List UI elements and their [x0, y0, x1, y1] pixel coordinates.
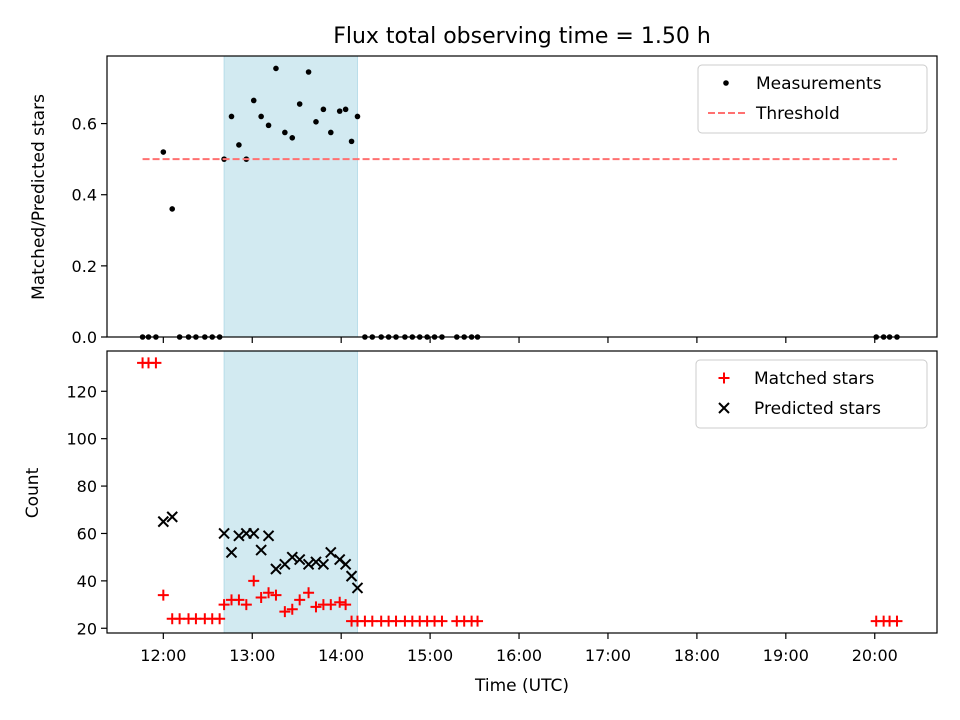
predicted-star-point [310, 556, 322, 568]
predicted-star-point [166, 511, 178, 523]
top-legend-box [697, 64, 928, 134]
legend-measurement-swatch [723, 80, 729, 86]
measurement-point [313, 119, 319, 125]
matched-star-point [891, 615, 903, 627]
matched-star-point [340, 599, 352, 611]
bottom-legend-box [695, 359, 928, 429]
matched-star-point [240, 599, 252, 611]
x-axis-label: Time (UTC) [474, 676, 569, 696]
measurement-point [296, 101, 303, 107]
predicted-star-point [339, 558, 352, 570]
bottom-highlight-span [223, 350, 358, 634]
measurement-point [169, 206, 176, 212]
bottom-y-tick-label: 80 [77, 477, 97, 496]
measurement-point [336, 108, 343, 114]
predicted-star-point [317, 558, 330, 570]
top-y-tick-label: 0.0 [72, 328, 97, 347]
legend-entry-label: Measurements [756, 74, 882, 94]
matched-star-point [248, 575, 260, 587]
top-legend: Measurements Threshold [697, 64, 928, 134]
x-tick-label: 19:00 [763, 646, 809, 665]
measurement-point [305, 69, 312, 75]
top-y-tick-label: 0.4 [72, 186, 97, 205]
predicted-star-point [233, 530, 245, 542]
matched-star-point [294, 594, 306, 606]
matched-star-point [270, 589, 282, 601]
x-tick-label: 16:00 [496, 646, 542, 665]
measurement-point [265, 122, 272, 129]
matched-star-point [263, 587, 275, 599]
measurement-point [236, 142, 242, 148]
measurement-point [273, 65, 279, 72]
measurement-point [342, 106, 349, 113]
measurement-point [250, 97, 257, 104]
matched-star-point [255, 591, 267, 603]
matched-star-point [334, 596, 346, 608]
predicted-star-point [218, 527, 230, 540]
matched-star-point [310, 601, 322, 613]
predicted-star-point [262, 530, 275, 542]
top-y-tick-label: 0.2 [72, 257, 97, 276]
predicted-star-point [248, 527, 260, 540]
predicted-star-point [286, 551, 298, 563]
bottom-axes-frame [106, 350, 938, 634]
measurement-point [258, 113, 264, 120]
top-y-axis-label: Matched/Predicted stars [29, 94, 49, 300]
measurement-point [354, 113, 361, 120]
top-highlight-span [223, 55, 358, 338]
chart-title: Flux total observing time = 1.50 h [333, 24, 711, 49]
legend-entry-label: Predicted stars [754, 399, 881, 419]
top-axes-frame [106, 55, 938, 338]
matched-star-point [472, 615, 484, 627]
matched-star-point [233, 594, 245, 606]
predicted-star-point [302, 558, 315, 570]
x-tick-label: 20:00 [852, 646, 898, 665]
matched-star-point [157, 589, 169, 601]
measurement-point [289, 135, 296, 141]
top-y-tick-label: 0.6 [72, 115, 97, 134]
measurement-point [160, 149, 167, 155]
predicted-star-point [325, 546, 337, 559]
measurement-point [282, 129, 288, 136]
predicted-star-point [293, 553, 306, 566]
measurement-point [328, 129, 334, 136]
bottom-y-tick-label: 60 [77, 524, 97, 543]
bottom-y-tick-label: 40 [77, 572, 97, 591]
top-panel: 0.0 0.2 0.4 0.6 Measurements Threshold [72, 55, 938, 347]
measurement-point [228, 113, 235, 120]
predicted-star-point [255, 544, 267, 556]
predicted-star-point [270, 563, 282, 575]
predicted-star-point [157, 515, 170, 528]
matched-star-point [436, 615, 448, 627]
matched-star-point [150, 357, 162, 369]
matched-star-point [214, 613, 226, 625]
predicted-star-point [225, 546, 238, 559]
x-tick-label: 12:00 [140, 646, 186, 665]
legend-predicted-swatch [718, 402, 730, 414]
x-tick-label: 18:00 [674, 646, 720, 665]
measurement-point [348, 138, 355, 145]
matched-star-point [279, 606, 291, 618]
matched-star-point [286, 603, 298, 615]
measurement-point [320, 106, 327, 113]
bottom-y-tick-label: 20 [77, 619, 97, 638]
bottom-y-tick-label: 120 [66, 382, 97, 401]
matched-star-point [325, 599, 337, 611]
x-tick-label: 17:00 [585, 646, 631, 665]
predicted-star-point [351, 582, 364, 594]
bottom-y-tick-label: 100 [66, 430, 97, 449]
legend-matched-swatch [718, 372, 730, 384]
legend-entry-label: Threshold [755, 104, 840, 124]
bottom-legend: Matched stars Predicted stars [695, 359, 928, 429]
x-tick-label: 13:00 [229, 646, 275, 665]
bottom-y-axis-label: Count [23, 467, 43, 518]
x-tick-label: 15:00 [407, 646, 453, 665]
predicted-star-point [345, 570, 358, 582]
x-tick-label: 14:00 [318, 646, 364, 665]
matched-star-point [218, 599, 230, 611]
matched-star-point [303, 587, 315, 599]
bottom-panel: 20 40 60 80 100 120 12:00 13:00 14:00 15:00 16:00 1… [66, 350, 938, 665]
legend-entry-label: Matched stars [754, 369, 874, 389]
